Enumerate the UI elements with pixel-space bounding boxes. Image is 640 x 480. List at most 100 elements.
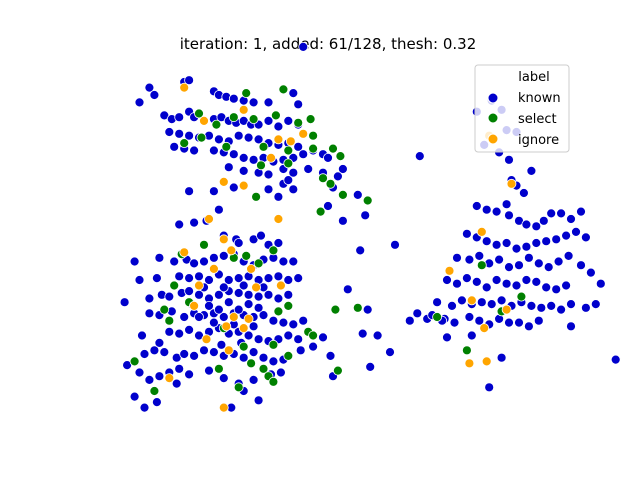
point-known — [524, 321, 534, 332]
point-known — [283, 330, 294, 341]
point-known — [129, 256, 140, 267]
point-known — [323, 152, 333, 163]
point-known — [533, 315, 544, 326]
point-known — [208, 347, 219, 358]
point-known — [514, 317, 524, 328]
point-known — [491, 275, 502, 285]
point-known — [546, 208, 557, 219]
point-known — [283, 175, 294, 186]
point-known — [352, 189, 363, 200]
point-known — [218, 373, 229, 384]
point-known — [476, 297, 487, 308]
point-known — [154, 252, 165, 263]
point-known — [189, 350, 200, 361]
point-select — [308, 330, 319, 341]
point-ignore — [466, 295, 477, 306]
point-known — [174, 128, 185, 139]
point-ignore — [199, 116, 209, 126]
point-known — [233, 273, 244, 284]
point-known — [263, 116, 274, 126]
point-known — [248, 97, 259, 108]
point-ignore — [223, 345, 234, 356]
point-known — [551, 234, 562, 245]
point-known — [318, 332, 328, 343]
point-known — [228, 93, 239, 104]
point-select — [199, 239, 209, 250]
series-ignore — [164, 82, 517, 413]
point-known — [293, 99, 304, 110]
point-known — [551, 284, 562, 295]
point-known — [561, 280, 571, 291]
point-known — [164, 291, 175, 302]
point-known — [461, 228, 472, 239]
point-known — [323, 201, 333, 211]
point-known — [119, 297, 130, 308]
point-known — [179, 312, 190, 322]
point-known — [504, 154, 514, 165]
point-known — [464, 254, 475, 265]
point-select — [221, 141, 232, 152]
point-select — [211, 119, 222, 130]
point-known — [154, 337, 165, 348]
point-known — [576, 260, 586, 271]
point-known — [466, 330, 477, 341]
point-known — [541, 282, 552, 293]
point-select — [258, 141, 269, 152]
point-known — [179, 349, 190, 359]
point-known — [199, 345, 209, 356]
point-select — [213, 363, 224, 374]
point-select — [293, 117, 304, 128]
point-known — [139, 349, 150, 359]
point-select — [246, 358, 257, 369]
point-known — [253, 302, 264, 313]
point-known — [144, 82, 155, 93]
point-known — [519, 188, 529, 198]
point-known — [494, 254, 505, 265]
point-ignore — [179, 247, 190, 258]
point-ignore — [501, 304, 512, 315]
point-known — [208, 317, 219, 328]
point-select — [283, 158, 294, 169]
point-select — [256, 160, 266, 171]
point-ignore — [238, 180, 249, 191]
point-ignore — [238, 323, 249, 334]
point-known — [566, 214, 576, 224]
point-select — [268, 376, 279, 387]
point-known — [189, 258, 200, 269]
point-known — [223, 162, 234, 173]
legend-frame — [474, 64, 570, 153]
point-known — [471, 276, 482, 287]
point-known — [149, 345, 160, 356]
point-known — [452, 252, 462, 263]
point-known — [174, 112, 185, 123]
point-known — [253, 334, 264, 345]
point-known — [531, 238, 542, 248]
point-known — [169, 141, 180, 152]
point-known — [501, 199, 512, 210]
point-ignore — [218, 176, 229, 187]
point-select — [516, 291, 527, 302]
point-known — [233, 288, 244, 298]
point-ignore — [246, 263, 257, 274]
point-select — [251, 191, 262, 202]
point-select — [330, 304, 341, 315]
point-known — [184, 186, 195, 197]
point-known — [278, 256, 289, 267]
point-select — [332, 365, 343, 376]
point-known — [526, 300, 537, 311]
point-ignore — [476, 226, 487, 237]
point-known — [223, 297, 234, 308]
point-known — [218, 250, 229, 261]
point-known — [278, 317, 289, 328]
point-ignore — [251, 282, 262, 293]
point-ignore — [479, 323, 490, 334]
point-known — [521, 219, 532, 230]
point-known — [238, 352, 249, 363]
point-known — [268, 315, 279, 326]
point-select — [253, 258, 264, 269]
point-known — [501, 278, 512, 289]
point-known — [484, 382, 495, 393]
point-select — [432, 312, 443, 322]
point-known — [533, 258, 544, 269]
point-known — [355, 245, 366, 256]
